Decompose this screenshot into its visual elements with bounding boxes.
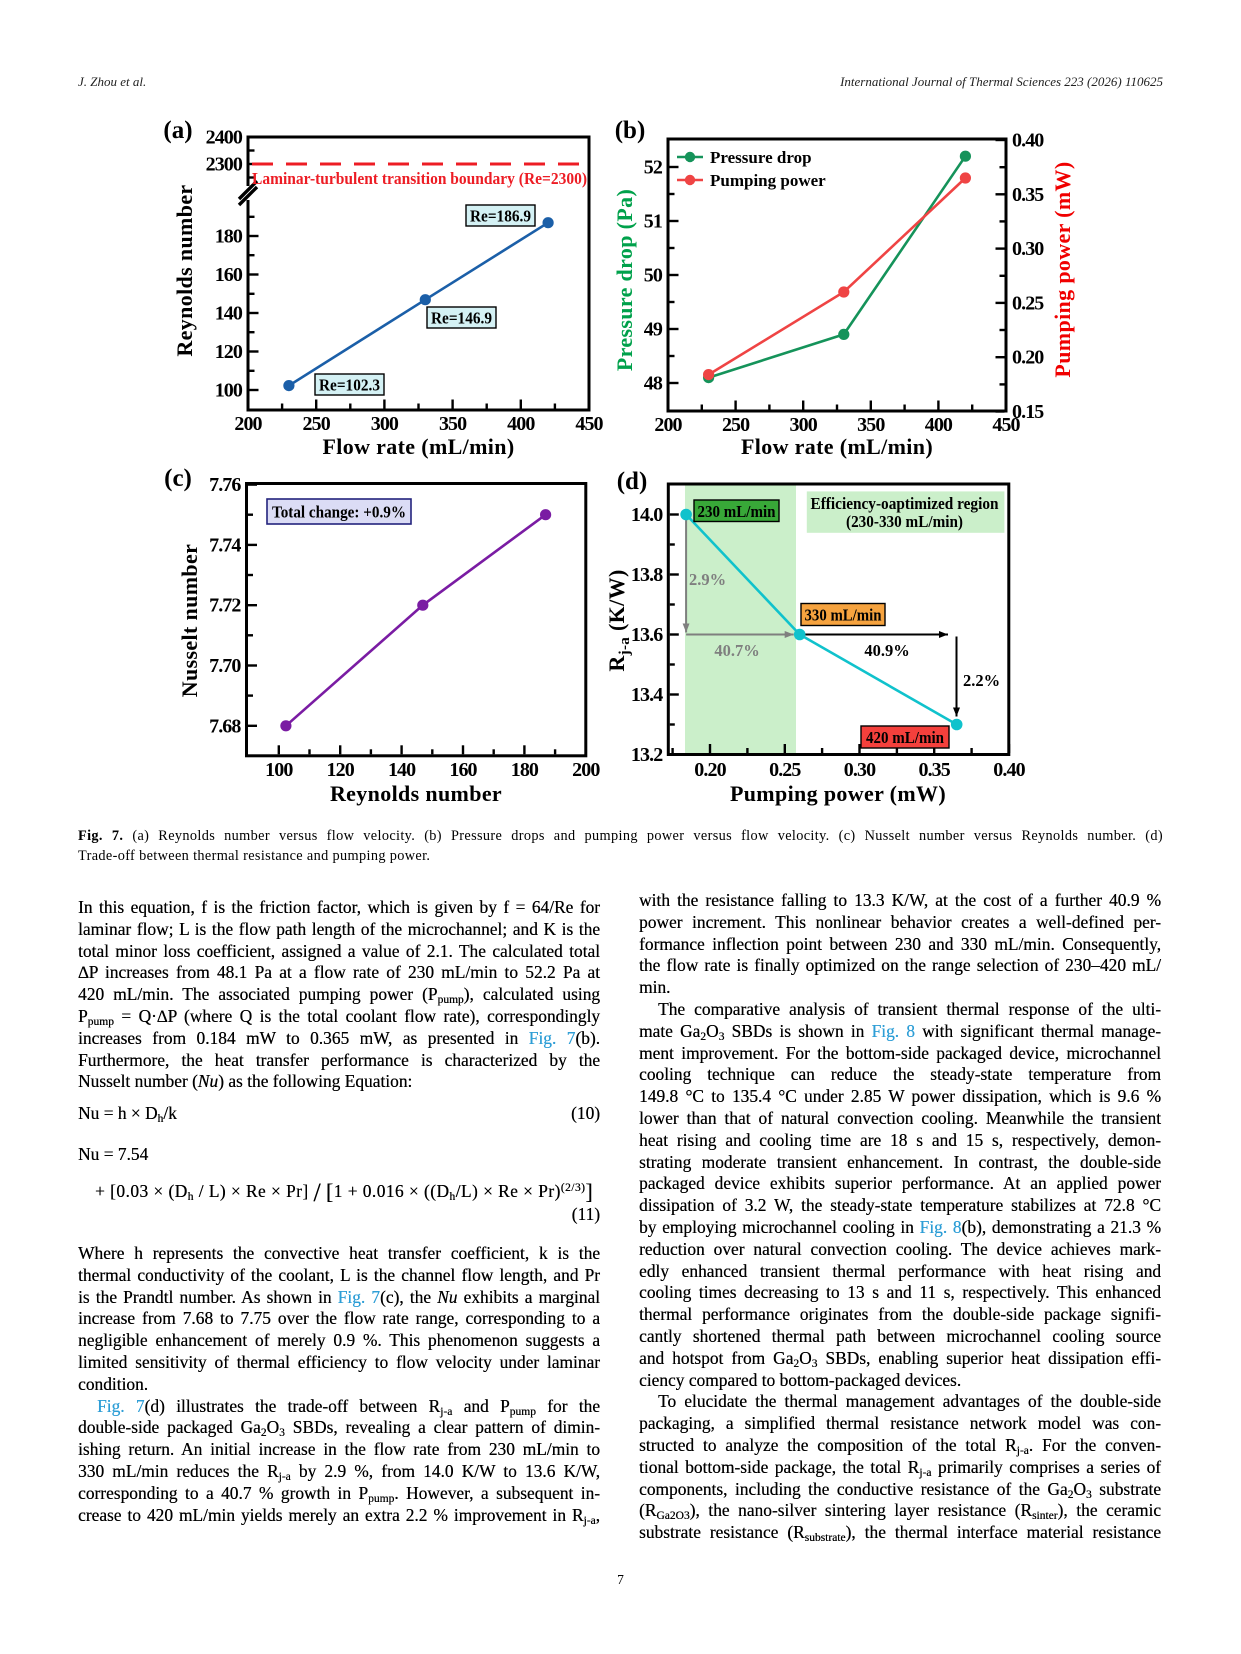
svg-text:120: 120 (327, 759, 355, 781)
svg-text:40.9%: 40.9% (864, 641, 909, 660)
svg-text:Laminar-turbulent transition b: Laminar-turbulent transition boundary (R… (252, 169, 587, 188)
svg-text:0.30: 0.30 (844, 759, 876, 781)
svg-text:0.30: 0.30 (1012, 238, 1044, 260)
svg-text:400: 400 (925, 414, 953, 436)
svg-text:40.7%: 40.7% (714, 641, 759, 660)
svg-text:Re=102.3: Re=102.3 (319, 376, 380, 395)
svg-text:0.20: 0.20 (694, 759, 726, 781)
svg-text:14.0: 14.0 (631, 504, 663, 526)
svg-text:300: 300 (371, 413, 399, 435)
svg-text:140: 140 (215, 303, 243, 325)
svg-text:230 mL/min: 230 mL/min (698, 502, 776, 521)
svg-text:(c): (c) (164, 465, 192, 492)
svg-text:120: 120 (215, 341, 243, 363)
svg-text:Re=186.9: Re=186.9 (470, 207, 531, 226)
svg-text:Total change: +0.9%: Total change: +0.9% (272, 503, 406, 522)
svg-text:2.2%: 2.2% (963, 671, 1000, 690)
svg-text:0.25: 0.25 (1012, 292, 1044, 314)
svg-text:350: 350 (857, 414, 885, 436)
svg-text:50: 50 (644, 265, 663, 287)
svg-text:(a): (a) (163, 117, 192, 144)
svg-text:Nusselt number: Nusselt number (177, 544, 202, 697)
svg-text:0.35: 0.35 (918, 759, 950, 781)
svg-text:7.74: 7.74 (209, 534, 241, 556)
svg-text:Reynolds number: Reynolds number (172, 184, 197, 356)
svg-text:400: 400 (507, 413, 535, 435)
svg-text:330 mL/min: 330 mL/min (805, 606, 882, 625)
svg-text:52: 52 (644, 157, 663, 179)
svg-text:0.25: 0.25 (769, 759, 801, 781)
svg-text:(230-330 mL/min): (230-330 mL/min) (846, 512, 963, 531)
svg-text:7.68: 7.68 (209, 715, 241, 737)
svg-text:100: 100 (215, 380, 243, 402)
svg-text:300: 300 (790, 414, 818, 436)
svg-text:Pumping power (mW): Pumping power (mW) (730, 781, 946, 806)
svg-text:160: 160 (449, 759, 477, 781)
svg-text:180: 180 (215, 226, 243, 248)
svg-text:Flow rate (mL/min): Flow rate (mL/min) (741, 434, 933, 459)
svg-text:7.70: 7.70 (209, 655, 241, 677)
svg-text:7.72: 7.72 (209, 595, 241, 617)
svg-text:Pressure drop: Pressure drop (710, 148, 812, 167)
svg-text:0.40: 0.40 (1012, 130, 1044, 152)
svg-text:Pumping power (mW): Pumping power (mW) (1050, 161, 1075, 377)
svg-text:250: 250 (303, 413, 331, 435)
svg-text:49: 49 (644, 319, 663, 341)
svg-text:13.2: 13.2 (631, 744, 663, 766)
svg-text:140: 140 (388, 759, 416, 781)
svg-text:0.20: 0.20 (1012, 347, 1044, 369)
svg-text:2400: 2400 (206, 127, 243, 149)
svg-text:200: 200 (234, 413, 262, 435)
svg-text:(d): (d) (617, 468, 648, 495)
svg-text:Pressure drop (Pa): Pressure drop (Pa) (612, 189, 637, 371)
svg-text:2300: 2300 (206, 154, 243, 176)
svg-text:200: 200 (572, 759, 600, 781)
svg-text:180: 180 (511, 759, 539, 781)
svg-text:350: 350 (439, 413, 467, 435)
svg-text:250: 250 (722, 414, 750, 436)
svg-text:Reynolds number: Reynolds number (330, 781, 502, 806)
svg-text:0.15: 0.15 (1012, 401, 1044, 423)
svg-text:450: 450 (992, 414, 1020, 436)
svg-text:Efficiency-oaptimized region: Efficiency-oaptimized region (811, 494, 999, 513)
svg-text:(b): (b) (615, 117, 646, 144)
svg-text:13.6: 13.6 (631, 624, 663, 646)
svg-text:420 mL/min: 420 mL/min (866, 728, 944, 747)
svg-text:Pumping power: Pumping power (710, 171, 826, 190)
svg-text:7.76: 7.76 (209, 474, 241, 496)
svg-text:Flow rate (mL/min): Flow rate (mL/min) (322, 434, 514, 459)
svg-text:0.35: 0.35 (1012, 184, 1044, 206)
svg-text:13.8: 13.8 (631, 564, 663, 586)
svg-text:100: 100 (265, 759, 293, 781)
svg-text:0.40: 0.40 (993, 759, 1025, 781)
svg-text:Re=146.9: Re=146.9 (431, 309, 492, 328)
svg-text:200: 200 (654, 414, 682, 436)
svg-text:2.9%: 2.9% (689, 570, 726, 589)
svg-text:450: 450 (575, 413, 603, 435)
svg-text:160: 160 (215, 264, 243, 286)
svg-text:48: 48 (644, 373, 663, 395)
svg-text:51: 51 (644, 211, 662, 233)
svg-text:Rj-a (K/W): Rj-a (K/W) (604, 569, 633, 671)
svg-text:13.4: 13.4 (631, 684, 663, 706)
